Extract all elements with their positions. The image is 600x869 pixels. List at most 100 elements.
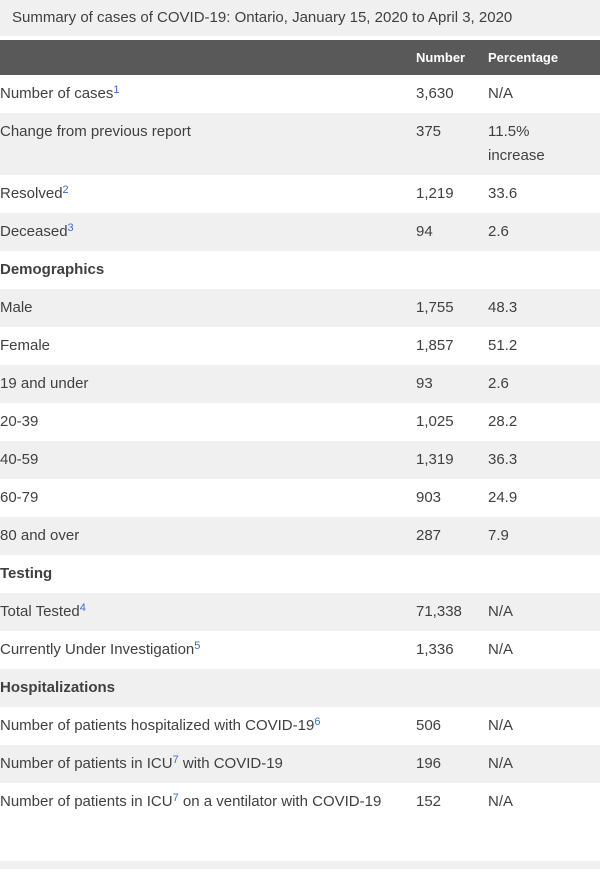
row-label-text: 80 and over	[0, 527, 80, 544]
table-row: Currently Under Investigation5 1,336 N/A	[0, 631, 600, 669]
table-row: Resolved2 1,219 33.6	[0, 175, 600, 213]
table-row: Number of cases1 3,630 N/A	[0, 75, 600, 113]
row-label-text: 20-39	[0, 413, 39, 430]
row-label-text: Currently Under Investigation	[0, 641, 195, 658]
row-label-text: Demographics	[0, 261, 105, 278]
row-label: Total Tested4	[0, 600, 416, 624]
footnote-link[interactable]: 4	[79, 602, 86, 615]
table-row: 80 and over 287 7.9	[0, 517, 600, 555]
table-header-row: Number Percentage	[0, 40, 600, 75]
row-number-value: 903	[416, 489, 442, 506]
row-label: 60-79	[0, 486, 416, 510]
row-label-text: Total Tested	[0, 603, 80, 620]
column-header-percentage: Percentage	[488, 50, 559, 65]
row-number-value: 1,025	[416, 413, 454, 430]
table-row: Number of patients in ICU7 with COVID-19…	[0, 745, 600, 783]
row-label-text: Deceased	[0, 223, 68, 240]
table-row: 60-79 903 24.9	[0, 479, 600, 517]
table-row: 20-39 1,025 28.2	[0, 403, 600, 441]
partial-next-row	[0, 861, 600, 869]
row-percentage-value: 28.2	[488, 413, 518, 430]
table-row: Female 1,857 51.2	[0, 327, 600, 365]
row-percentage-value: 2.6	[488, 223, 509, 240]
row-label: 20-39	[0, 410, 416, 434]
row-label: Number of cases1	[0, 82, 416, 106]
row-label: Number of patients hospitalized with COV…	[0, 714, 416, 738]
row-label: Testing	[0, 562, 416, 586]
row-percentage-value: 36.3	[488, 451, 518, 468]
row-label: Number of patients in ICU7 with COVID-19	[0, 752, 416, 776]
row-number-value: 375	[416, 123, 442, 140]
row-percentage-value: N/A	[488, 85, 514, 102]
row-number-value: 506	[416, 717, 442, 734]
row-label: Deceased3	[0, 220, 416, 244]
row-percentage-value: N/A	[488, 755, 514, 772]
table-row: Demographics	[0, 251, 600, 289]
row-percentage-value: N/A	[488, 641, 514, 658]
row-percentage-value: 2.6	[488, 375, 509, 392]
row-percentage-value: N/A	[488, 793, 514, 810]
footnote-link[interactable]: 2	[62, 184, 69, 197]
row-percentage-value: N/A	[488, 717, 514, 734]
row-percentage-value: 33.6	[488, 185, 518, 202]
row-label-text: Number of cases	[0, 85, 114, 102]
table-row: Total Tested4 71,338 N/A	[0, 593, 600, 631]
row-number-value: 152	[416, 793, 442, 810]
row-label-text: Testing	[0, 565, 53, 582]
table-row: Deceased3 94 2.6	[0, 213, 600, 251]
row-number-value: 71,338	[416, 603, 462, 620]
row-label: 19 and under	[0, 372, 416, 396]
row-label: Female	[0, 334, 416, 358]
row-label-text: 19 and under	[0, 375, 89, 392]
row-label: Resolved2	[0, 182, 416, 206]
row-number-value: 94	[416, 223, 433, 240]
row-number-value: 196	[416, 755, 442, 772]
row-label-text: 40-59	[0, 451, 39, 468]
row-label-text: Hospitalizations	[0, 679, 116, 696]
row-label: 80 and over	[0, 524, 416, 548]
row-number-value: 93	[416, 375, 433, 392]
row-number-value: 1,219	[416, 185, 454, 202]
table-row: 40-59 1,319 36.3	[0, 441, 600, 479]
row-label-text: Female	[0, 337, 51, 354]
row-label-text: Number of patients in ICU	[0, 793, 173, 810]
row-label: Hospitalizations	[0, 676, 416, 700]
footnote-link[interactable]: 3	[67, 222, 74, 235]
row-label: Demographics	[0, 258, 416, 282]
footnote-link[interactable]: 1	[113, 84, 120, 97]
row-label-text: Number of patients in ICU	[0, 755, 173, 772]
row-percentage-value: 24.9	[488, 489, 518, 506]
row-number-value: 1,755	[416, 299, 454, 316]
table-body: Number of cases1 3,630 N/A Change from p…	[0, 75, 600, 821]
row-label-text: 60-79	[0, 489, 39, 506]
footnote-link[interactable]: 6	[314, 716, 321, 729]
footnote-link[interactable]: 7	[172, 754, 179, 767]
table-row: Change from previous report 375 11.5% in…	[0, 113, 600, 175]
row-number-value: 1,336	[416, 641, 454, 658]
table-row: Number of patients in ICU7 on a ventilat…	[0, 783, 600, 821]
row-label-text: Resolved	[0, 185, 63, 202]
row-number-value: 1,857	[416, 337, 454, 354]
row-label-text: Change from previous report	[0, 123, 191, 140]
row-percentage-value: 11.5% increase	[488, 123, 545, 164]
row-label: Male	[0, 296, 416, 320]
row-percentage-value: N/A	[488, 603, 514, 620]
row-number-value: 287	[416, 527, 442, 544]
row-number-value: 1,319	[416, 451, 454, 468]
footnote-link[interactable]: 7	[172, 792, 179, 805]
column-header-number: Number	[416, 50, 466, 65]
footnote-link[interactable]: 5	[194, 640, 201, 653]
table-row: Hospitalizations	[0, 669, 600, 707]
row-label-text: Number of patients hospitalized with COV…	[0, 717, 315, 734]
row-label-text: Male	[0, 299, 33, 316]
row-label-text-after: on a ventilator with COVID-19	[178, 793, 382, 810]
row-label-text-after: with COVID-19	[178, 755, 283, 772]
table-row: 19 and under 93 2.6	[0, 365, 600, 403]
table-row: Number of patients hospitalized with COV…	[0, 707, 600, 745]
row-number-value: 3,630	[416, 85, 454, 102]
row-percentage-value: 7.9	[488, 527, 509, 544]
row-label: 40-59	[0, 448, 416, 472]
table-row: Male 1,755 48.3	[0, 289, 600, 327]
table-title: Summary of cases of COVID-19: Ontario, J…	[0, 0, 600, 36]
